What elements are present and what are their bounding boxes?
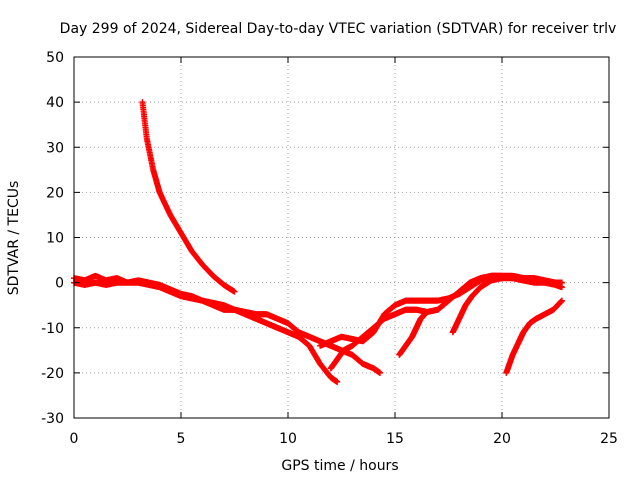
data-point [334,378,341,385]
y-tick-label: 30 [46,140,64,156]
data-point [421,311,428,318]
x-tick-label: 15 [386,431,404,447]
series-track-7 [449,275,527,336]
series-track-6 [396,311,428,358]
y-tick-label: -10 [41,321,64,337]
data-marks [71,99,565,385]
x-tick-label: 5 [177,431,186,447]
data-point [558,297,565,304]
series-track-3 [71,279,341,385]
data-point [558,279,565,286]
grid-lines [74,57,609,418]
y-tick-label: 40 [46,95,64,111]
y-tick-label: 10 [46,231,64,247]
chart-title: Day 299 of 2024, Sidereal Day-to-day VTE… [60,21,617,37]
y-tick-label: 20 [46,185,64,201]
data-point [377,369,384,376]
x-tick-label: 20 [493,431,511,447]
y-axis-label: SDTVAR / TECUs [6,181,22,296]
x-tick-label: 0 [70,431,79,447]
series-track-1 [139,99,238,295]
y-tick-label: -30 [41,411,64,427]
y-tick-label: -20 [41,366,64,382]
data-point [231,288,238,295]
y-tick-label: 50 [46,50,64,66]
y-tick-label: 0 [55,276,64,292]
series-track-4 [317,272,565,349]
data-point [520,277,527,284]
series-track-8 [503,297,565,376]
axis-ticks: 0 5 10 15 20 25 -30 -20 -10 0 10 20 30 40 50 [41,50,618,447]
x-axis-label: GPS time / hours [281,458,398,474]
x-tick-label: 25 [600,431,618,447]
x-tick-label: 10 [279,431,297,447]
